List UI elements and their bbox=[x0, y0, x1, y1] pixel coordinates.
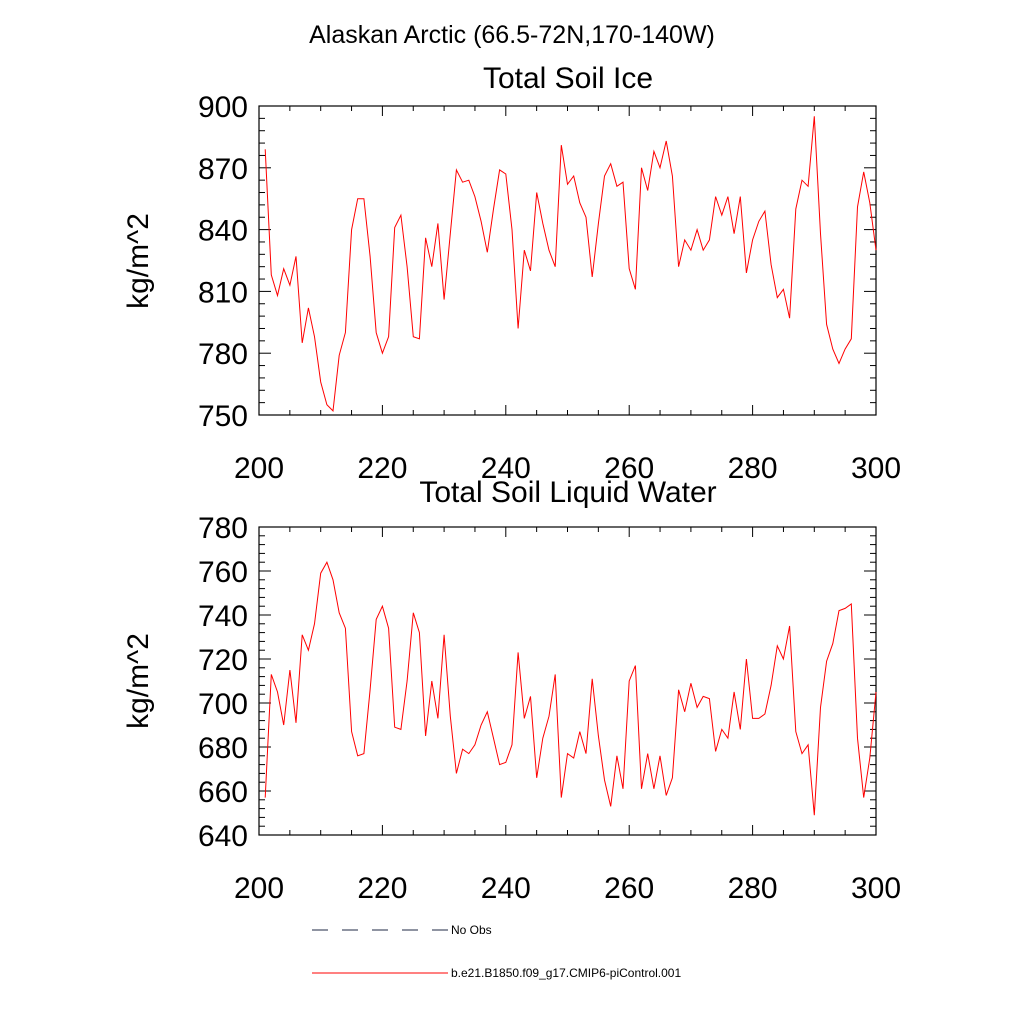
y-tick-label: 870 bbox=[198, 153, 248, 186]
x-tick-label: 220 bbox=[357, 872, 407, 905]
y-tick-label: 720 bbox=[198, 644, 248, 677]
legend: No Obs b.e21.B1850.f09_g17.CMIP6-piContr… bbox=[312, 923, 681, 980]
series-lines bbox=[264, 560, 877, 816]
axis-tick-labels: 200 220 240 260 280 300 640 660 680 700 720 740 760 7… bbox=[198, 512, 901, 905]
legend-label-picontrol: b.e21.B1850.f09_g17.CMIP6-piControl.001 bbox=[451, 966, 681, 980]
figure-suptitle: Alaskan Arctic (66.5-72N,170-140W) bbox=[309, 21, 715, 49]
axis-ticks bbox=[258, 105, 877, 416]
x-tick-label: 260 bbox=[604, 872, 654, 905]
y-tick-label: 840 bbox=[198, 215, 248, 248]
x-tick-label: 300 bbox=[851, 452, 901, 485]
chart-title: Total Soil Liquid Water bbox=[419, 476, 716, 509]
y-tick-label: 640 bbox=[198, 820, 248, 853]
series-line bbox=[264, 116, 877, 412]
panel-total-soil-liquid-water: Total Soil Liquid Water kg/m^2 200 220 240… bbox=[122, 476, 901, 905]
legend-label-no-obs: No Obs bbox=[451, 923, 492, 937]
series-lines bbox=[264, 116, 877, 412]
y-tick-label: 780 bbox=[198, 512, 248, 545]
y-tick-label: 700 bbox=[198, 688, 248, 721]
x-tick-label: 240 bbox=[481, 872, 531, 905]
x-tick-label: 220 bbox=[357, 452, 407, 485]
x-tick-label: 240 bbox=[481, 452, 531, 485]
x-tick-label: 280 bbox=[728, 872, 778, 905]
y-tick-label: 740 bbox=[198, 600, 248, 633]
y-tick-label: 900 bbox=[198, 91, 248, 124]
y-tick-label: 660 bbox=[198, 776, 248, 809]
y-tick-label: 760 bbox=[198, 556, 248, 589]
y-tick-label: 780 bbox=[198, 338, 248, 371]
chart-title: Total Soil Ice bbox=[483, 62, 653, 95]
x-tick-label: 280 bbox=[728, 452, 778, 485]
y-tick-label: 810 bbox=[198, 276, 248, 309]
y-axis-label: kg/m^2 bbox=[122, 633, 155, 729]
x-tick-label: 200 bbox=[234, 872, 284, 905]
axis-ticks bbox=[258, 526, 877, 836]
x-tick-label: 260 bbox=[604, 452, 654, 485]
y-axis-label: kg/m^2 bbox=[122, 213, 155, 309]
y-tick-label: 680 bbox=[198, 732, 248, 765]
x-tick-label: 200 bbox=[234, 452, 284, 485]
series-line bbox=[264, 560, 877, 816]
axis-tick-labels: 200 220 240 260 280 300 750 780 810 840 870 900 bbox=[198, 91, 901, 485]
panel-total-soil-ice: Total Soil Ice kg/m^2 200 220 240 260 280 300… bbox=[122, 62, 901, 485]
plot-frame bbox=[258, 526, 877, 836]
plot-frame bbox=[258, 105, 877, 416]
x-tick-label: 300 bbox=[851, 872, 901, 905]
y-tick-label: 750 bbox=[198, 400, 248, 433]
